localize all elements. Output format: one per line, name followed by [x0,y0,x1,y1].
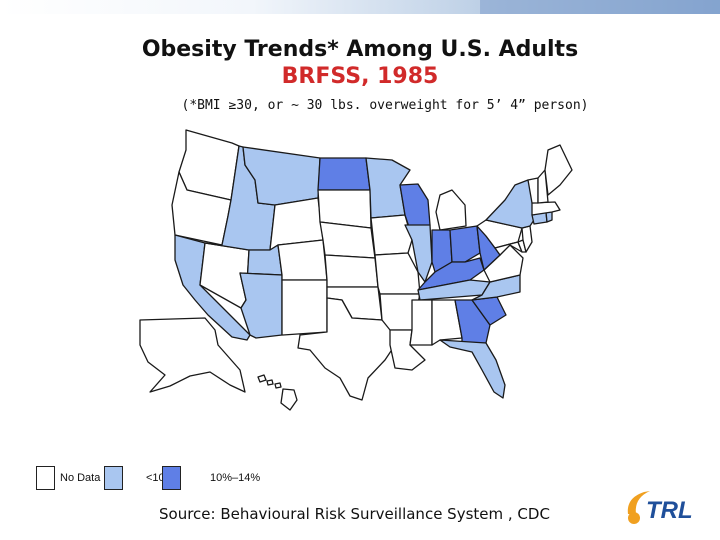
legend-swatch-10-14 [162,466,181,490]
state-missouri [374,252,421,295]
state-hawaii [257,374,298,411]
state-mississippi [409,299,433,346]
state-alabama [431,299,463,346]
state-florida [439,339,506,399]
legend-label-no-data: No Data [60,472,101,484]
state-rhode-island [545,211,553,223]
slide-subtitle: (*BMI ≥30, or ~ 30 lbs. overweight for 5… [181,98,589,113]
state-texas [297,297,396,401]
legend-label-10-14: 10%–14% [210,472,261,484]
legend-swatch-under-10 [104,466,123,490]
source-citation: Source: Behavioural Risk Surveillance Sy… [159,505,550,523]
state-arizona [239,272,283,339]
state-colorado [277,239,328,281]
state-alaska [139,317,246,393]
trl-logo: TRL [627,491,693,524]
state-massachusetts [531,201,561,216]
state-washington [178,129,240,201]
state-iowa [370,214,413,256]
slide-title: Obesity Trends* Among U.S. Adults [141,37,579,62]
legend-swatch-no-data [36,466,55,490]
state-maine [544,144,573,196]
state-maryland [494,241,523,256]
state-nebraska [319,221,376,259]
logo-swoosh-icon [627,491,650,514]
state-ohio [449,225,481,263]
state-michigan [435,189,467,231]
logo-text: TRL [646,497,693,524]
state-new-york [485,179,535,229]
state-north-dakota [317,157,371,191]
slide-title-year: BRFSS, 1985 [281,64,439,89]
state-new-mexico [281,279,328,336]
state-kansas [324,254,379,288]
logo-dot-icon [628,512,640,524]
header-accent-bar [480,0,720,14]
